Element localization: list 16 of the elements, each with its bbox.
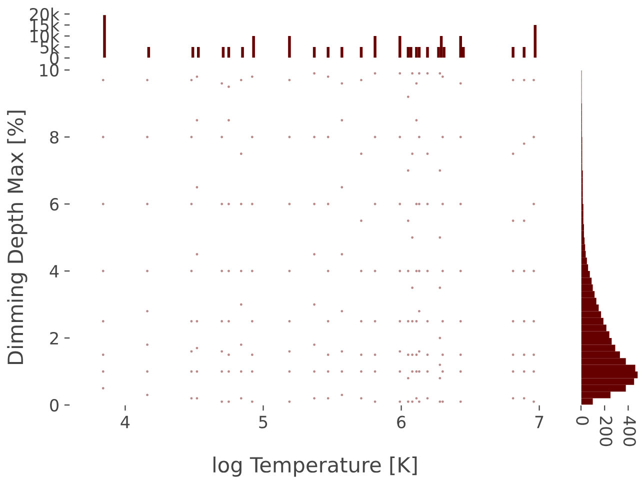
x-tick-label: 200 — [600, 416, 612, 446]
y-tick-label: 6 — [50, 198, 59, 211]
y-tick-label: 8 — [50, 130, 58, 144]
y-tick-label: 0 — [50, 398, 58, 412]
y-tick-label: 10 — [40, 64, 58, 77]
y-axis-title: Dimming Depth Max [%] — [7, 110, 28, 364]
x-tick-label: 4 — [120, 416, 130, 428]
y-tick-label: 2 — [50, 332, 58, 344]
y-tick-label: 4 — [50, 265, 59, 278]
x-tick-label: 400 — [623, 416, 636, 446]
x-tick-label: 6 — [397, 416, 406, 428]
x-tick-label: 0 — [576, 416, 589, 425]
x-tick-label: 5 — [259, 416, 268, 428]
y-tick-label: 0 — [50, 52, 58, 65]
x-axis-title: log Temperature [K] — [214, 456, 417, 477]
x-tick-label: 7 — [535, 416, 544, 428]
